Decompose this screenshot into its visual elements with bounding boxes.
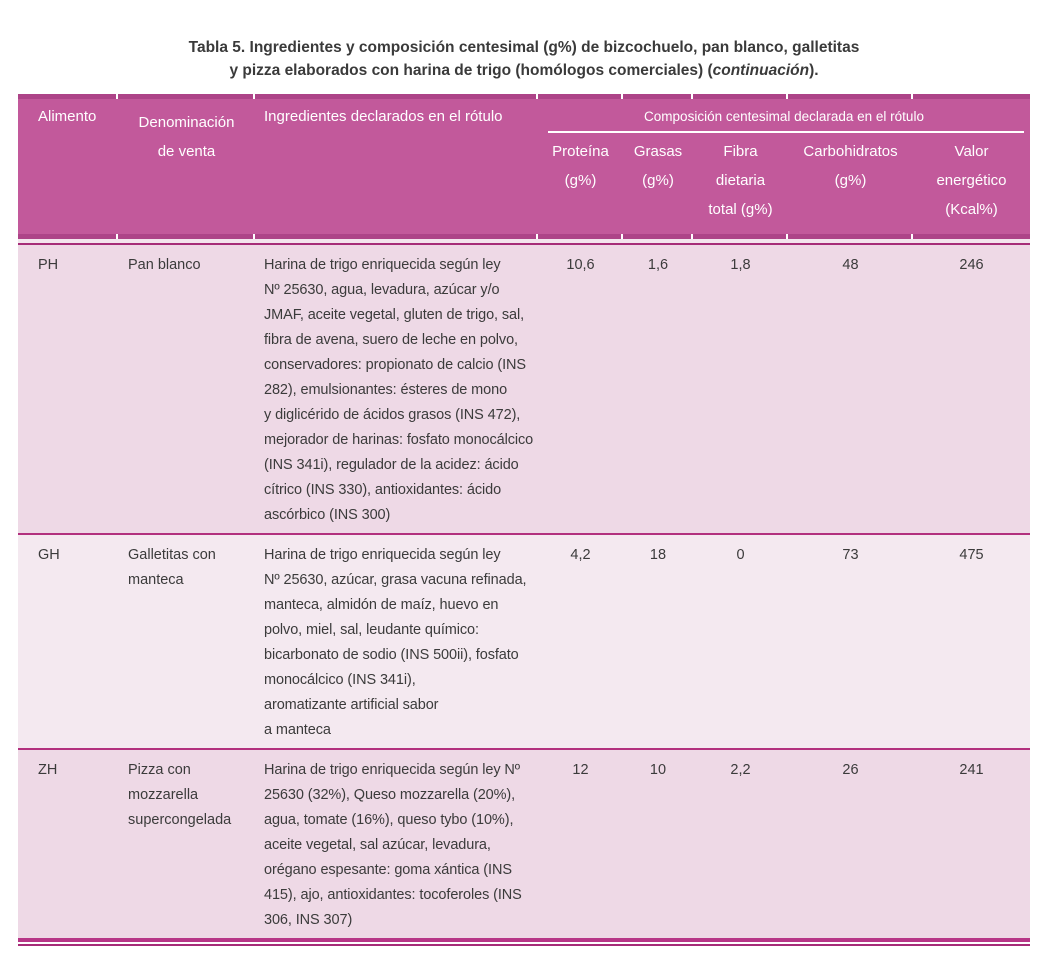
band-segment [18, 234, 118, 239]
cell-proteina: 12 [572, 762, 589, 778]
cell-carbohidratos: 26 [842, 762, 859, 778]
cell-valor-energetico: 241 [959, 762, 984, 778]
caption-line-1-text: Tabla 5. Ingredientes y composición cent… [188, 39, 860, 56]
table-bottom-thin-rule [18, 944, 1030, 946]
cell-proteina: 10,6 [566, 257, 595, 273]
data-table: Alimento Denominación de venta Ingredien… [18, 94, 1030, 946]
table-header: Alimento Denominación de venta Ingredien… [18, 99, 1030, 234]
caption-line-2-prefix: y pizza elaborados con harina de trigo (… [229, 62, 713, 79]
header-body-gap [18, 239, 1030, 243]
band-segment [788, 234, 913, 239]
band-segment [913, 94, 1030, 99]
band-segment [913, 234, 1030, 239]
band-segment [693, 94, 788, 99]
band-segment [118, 234, 255, 239]
cell-denominacion: Pizza con mozzarella supercongelada [128, 762, 232, 828]
caption-line-2-suffix: ). [809, 62, 819, 79]
band-segment [255, 94, 538, 99]
cell-denominacion: Galletitas con manteca [128, 547, 216, 588]
cell-alimento: ZH [38, 762, 58, 778]
cell-ingredientes: Harina de trigo enriquecida según ley Nº… [264, 257, 534, 523]
header-top-band [18, 94, 1030, 99]
header-ingredientes: Ingredientes declarados en el rótulo [264, 108, 503, 125]
cell-alimento: GH [38, 547, 60, 563]
table-row-zh: ZH Pizza con mozzarella supercongelada H… [18, 748, 1030, 938]
band-segment [18, 94, 118, 99]
header-fibra: Fibra dietaria total (g%) [708, 143, 773, 218]
caption-line-1: Tabla 5. Ingredientes y composición cent… [0, 36, 1048, 59]
table-row-gh: GH Galletitas con manteca Harina de trig… [18, 533, 1030, 748]
band-segment [623, 234, 693, 239]
header-alimento: Alimento [38, 108, 97, 125]
cell-fibra: 2,2 [730, 762, 751, 778]
band-segment [788, 94, 913, 99]
cell-grasas: 1,6 [647, 257, 669, 273]
band-segment [538, 234, 623, 239]
band-segment [118, 94, 255, 99]
caption-continuacion-italic: continuación [712, 62, 810, 79]
header-carbohidratos: Carbohidratos (g%) [803, 143, 898, 189]
cell-denominacion: Pan blanco [128, 257, 201, 273]
header-group-underline [548, 131, 1024, 133]
header-grasas: Grasas (g%) [633, 143, 683, 189]
cell-proteina: 4,2 [570, 547, 591, 563]
header-denominacion: Denominación de venta [138, 114, 235, 160]
cell-valor-energetico: 246 [959, 257, 984, 273]
caption-line-2: y pizza elaborados con harina de trigo (… [0, 59, 1048, 82]
cell-ingredientes: Harina de trigo enriquecida según ley Nº… [264, 762, 522, 928]
cell-alimento: PH [38, 257, 59, 273]
cell-grasas: 18 [649, 547, 667, 563]
cell-carbohidratos: 73 [842, 547, 859, 563]
band-segment [255, 234, 538, 239]
band-segment [623, 94, 693, 99]
header-composicion-label: Composición centesimal declarada en el r… [644, 109, 924, 124]
header-bottom-band [18, 234, 1030, 239]
header-composicion-group: Composición centesimal declarada en el r… [538, 99, 1030, 234]
band-segment [538, 94, 623, 99]
cell-grasas: 10 [649, 762, 667, 778]
band-segment [693, 234, 788, 239]
cell-ingredientes: Harina de trigo enriquecida según ley Nº… [264, 547, 527, 738]
header-body-rule [18, 243, 1030, 245]
header-subcolumns: Proteína (g%) Grasas (g%) Fibra dietaria… [538, 133, 1030, 234]
cell-fibra: 0 [736, 547, 745, 563]
cell-carbohidratos: 48 [842, 257, 859, 273]
header-valor-energetico: Valor energético (Kcal%) [936, 143, 1007, 218]
cell-fibra: 1,8 [730, 257, 751, 273]
page: Tabla 5. Ingredientes y composición cent… [0, 36, 1048, 946]
table-caption: Tabla 5. Ingredientes y composición cent… [0, 36, 1048, 82]
table-row-ph: PH Pan blanco Harina de trigo enriquecid… [18, 245, 1030, 533]
header-proteina: Proteína (g%) [552, 143, 609, 189]
cell-valor-energetico: 475 [959, 547, 984, 563]
